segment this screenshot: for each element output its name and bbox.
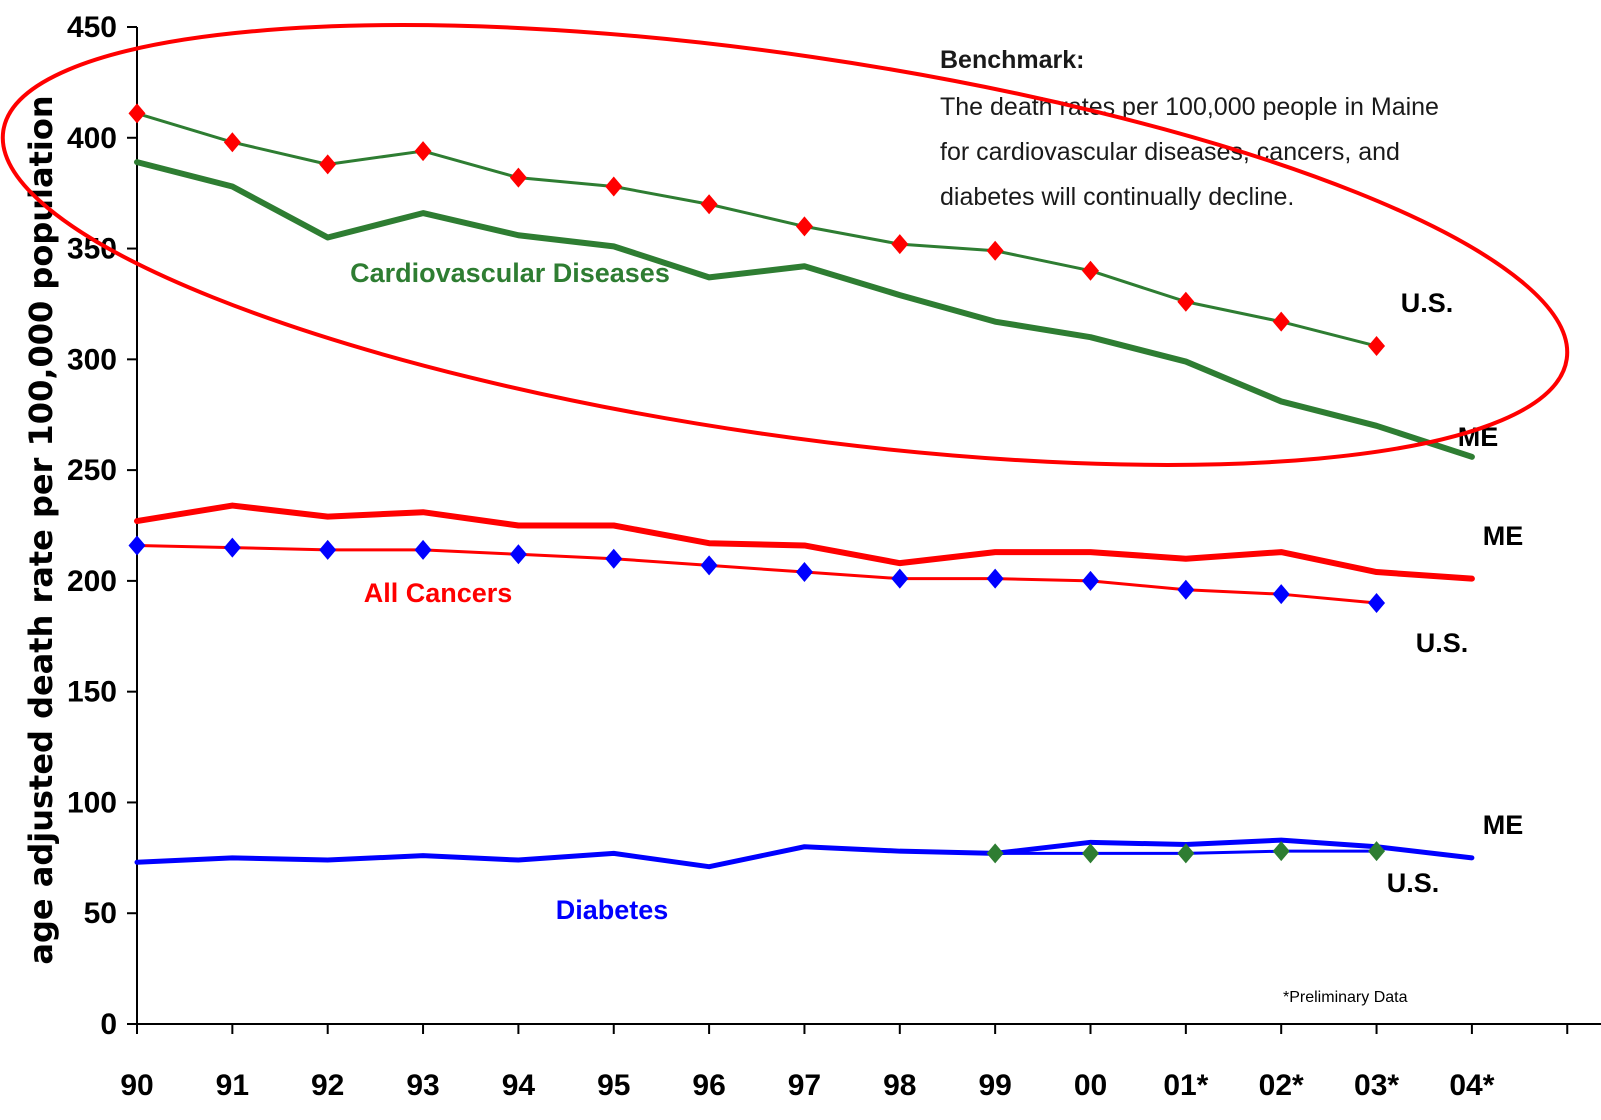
data-point-cancer_us [319, 539, 337, 560]
series-layer [134, 111, 1475, 870]
data-point-diab_us [1272, 841, 1290, 862]
data-point-cvd_us [605, 176, 623, 197]
x-tick-label: 93 [406, 1069, 439, 1102]
series-end-label: ME [1458, 422, 1499, 452]
data-point-cvd_us [414, 141, 432, 162]
data-point-cancer_us [223, 537, 241, 558]
x-tick-label: 03* [1354, 1069, 1399, 1102]
data-point-cancer_us [795, 562, 813, 583]
data-point-cvd_us [509, 167, 527, 188]
footnote-preliminary: *Preliminary Data [1283, 989, 1408, 1006]
x-tick-label: 90 [120, 1069, 153, 1102]
y-tick-label: 100 [67, 786, 117, 819]
y-tick-label: 0 [100, 1008, 117, 1041]
x-tick-label: 96 [692, 1069, 725, 1102]
data-point-cancer_us [414, 539, 432, 560]
benchmark-annotation: Benchmark: The death rates per 100,000 p… [940, 46, 1439, 211]
data-point-cancer_us [1177, 579, 1195, 600]
data-point-cvd_us [128, 103, 146, 124]
data-point-cancer_us [605, 548, 623, 569]
data-point-diab_us [1177, 843, 1195, 864]
data-point-cancer_us [1272, 584, 1290, 605]
benchmark-title: Benchmark: [940, 46, 1085, 74]
y-tick-label: 300 [67, 343, 117, 376]
series-line-cancer_me [134, 502, 1475, 582]
series-line-cvd_us [135, 111, 1379, 348]
y-tick-label: 250 [67, 454, 117, 487]
labels-layer: Cardiovascular Diseases All Cancers Diabet… [350, 258, 1523, 925]
series-end-label: ME [1483, 521, 1524, 551]
x-tick-label: 98 [883, 1069, 916, 1102]
series-line-diab_me [134, 837, 1475, 870]
data-point-diab_us [1082, 843, 1099, 864]
data-point-cancer_us [509, 544, 527, 565]
series-line-cancer_us [135, 543, 1379, 605]
x-tick-label: 01* [1163, 1069, 1208, 1102]
data-point-cancer_us [1368, 593, 1386, 614]
data-point-cvd_us [986, 240, 1004, 261]
y-tick-label: 400 [67, 122, 117, 155]
data-point-cvd_us [319, 154, 337, 175]
data-point-cancer_us [700, 555, 718, 576]
series-group-label: Cardiovascular Diseases [350, 258, 670, 288]
data-point-cvd_us [700, 194, 718, 215]
x-tick-label: 95 [597, 1069, 630, 1102]
data-point-cvd_us [1082, 260, 1099, 281]
data-point-diab_us [986, 843, 1004, 864]
data-point-diab_us [1368, 841, 1386, 862]
y-tick-label: 150 [67, 676, 117, 709]
data-point-cvd_us [223, 132, 241, 153]
series-end-label: U.S. [1387, 868, 1440, 898]
highlight-ellipse [0, 23, 1570, 467]
series-end-label: U.S. [1416, 628, 1469, 658]
data-point-cvd_us [1368, 336, 1386, 357]
x-tick-label: 02* [1259, 1069, 1304, 1102]
x-tick-label: 91 [216, 1069, 249, 1102]
y-tick-label: 50 [84, 897, 117, 930]
x-tick-label: 92 [311, 1069, 344, 1102]
y-axis-label: age adjusted death rate per 100,000 popu… [22, 95, 60, 964]
x-tick-label: 00 [1074, 1069, 1107, 1102]
series-end-label: U.S. [1401, 288, 1454, 318]
markers-layer [128, 103, 1386, 864]
series-group-label: All Cancers [364, 578, 513, 608]
data-point-cancer_us [986, 568, 1004, 589]
series-end-label: ME [1483, 810, 1524, 840]
data-point-cancer_us [1082, 570, 1099, 591]
benchmark-line-2: for cardiovascular diseases, cancers, an… [940, 138, 1400, 166]
series-line-cvd_me [134, 159, 1475, 460]
data-point-cvd_us [795, 216, 813, 237]
data-point-cancer_us [128, 535, 146, 556]
y-tick-label: 450 [67, 11, 117, 44]
benchmark-line-3: diabetes will continually decline. [940, 183, 1294, 211]
data-point-cvd_us [1272, 311, 1290, 332]
series-group-label: Diabetes [556, 895, 669, 925]
data-point-cvd_us [891, 234, 909, 255]
data-point-cancer_us [891, 568, 909, 589]
x-tick-label: 99 [978, 1069, 1011, 1102]
x-tick-label: 97 [788, 1069, 821, 1102]
benchmark-line-1: The death rates per 100,000 people in Ma… [940, 93, 1439, 121]
x-tick-label: 04* [1449, 1069, 1494, 1102]
y-tick-label: 200 [67, 565, 117, 598]
data-point-cvd_us [1177, 291, 1195, 312]
x-tick-label: 94 [502, 1069, 536, 1102]
